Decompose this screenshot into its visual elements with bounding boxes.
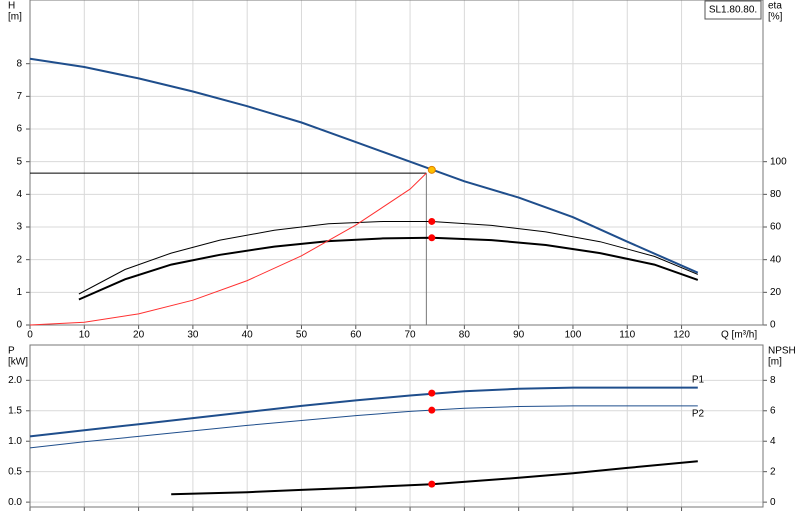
operating-point [428, 234, 436, 242]
y-tick-label: 7 [16, 91, 22, 102]
y2-tick-label: 0 [770, 497, 776, 508]
x-tick-label: 10 [79, 330, 91, 341]
y-tick-label: 6 [16, 124, 22, 135]
y-tick-label: 0.0 [8, 497, 22, 508]
y-tick-label: 3 [16, 222, 22, 233]
y2-tick-label: 20 [770, 287, 782, 298]
model-box [704, 0, 762, 20]
y2-tick-label: 60 [770, 222, 782, 233]
y-tick-label: 1 [16, 287, 22, 298]
x-tick-label: 110 [619, 330, 635, 341]
y-tick-label: 0 [16, 320, 22, 331]
x-tick-label: 80 [459, 330, 471, 341]
y-tick-label: 1.5 [8, 405, 22, 416]
y2-axis-label: eta [768, 1, 782, 12]
x-tick-label: 20 [133, 330, 145, 341]
x-tick-label: 50 [296, 330, 308, 341]
y2-tick-label: 100 [770, 156, 787, 167]
y-axis-label: [kW] [8, 357, 28, 368]
curve [78, 236, 699, 301]
operating-point [428, 406, 436, 414]
y-axis-label: H [8, 1, 15, 12]
y-tick-label: 8 [16, 58, 22, 69]
x-tick-label: 60 [350, 330, 362, 341]
curve [29, 57, 699, 274]
series-label: P2 [692, 409, 705, 420]
y2-axis-label: NPSH [768, 346, 796, 357]
curve [29, 172, 427, 326]
plot-frame [29, 0, 764, 326]
curve [78, 221, 698, 295]
y-axis-label: [m] [8, 12, 22, 23]
x-axis-label: Q [m³/h] [721, 330, 757, 341]
x-tick-label: 30 [187, 330, 199, 341]
plot-frame [29, 344, 764, 508]
y-tick-label: 2 [16, 254, 22, 265]
operating-point [428, 480, 436, 488]
y-tick-label: 2.0 [8, 375, 22, 386]
curve [29, 386, 698, 438]
operating-point [428, 389, 436, 397]
x-tick-label: 70 [405, 330, 417, 341]
y2-tick-label: 80 [770, 189, 782, 200]
y2-tick-label: 0 [770, 320, 776, 331]
y-tick-label: 1.0 [8, 436, 22, 447]
series-label: P1 [692, 374, 705, 385]
operating-point [427, 165, 436, 174]
operating-point [428, 217, 436, 225]
x-tick-label: 90 [513, 330, 525, 341]
y2-tick-label: 6 [770, 405, 776, 416]
y2-axis-label: [m] [768, 357, 782, 368]
y-tick-label: 4 [16, 189, 22, 200]
y-tick-label: 5 [16, 156, 22, 167]
y-tick-label: 0.5 [8, 466, 22, 477]
x-tick-label: 100 [565, 330, 582, 341]
y2-axis-label: [%] [768, 12, 783, 23]
y-axis-label: P [8, 346, 15, 357]
y2-tick-label: 4 [770, 436, 776, 447]
y2-tick-label: 2 [770, 466, 776, 477]
y2-tick-label: 40 [770, 254, 782, 265]
model-label: SL1.80.80. [709, 5, 757, 16]
x-tick-label: 40 [242, 330, 254, 341]
x-tick-label: 120 [673, 330, 690, 341]
y2-tick-label: 8 [770, 375, 776, 386]
curve [29, 405, 698, 449]
x-tick-label: 0 [27, 330, 33, 341]
